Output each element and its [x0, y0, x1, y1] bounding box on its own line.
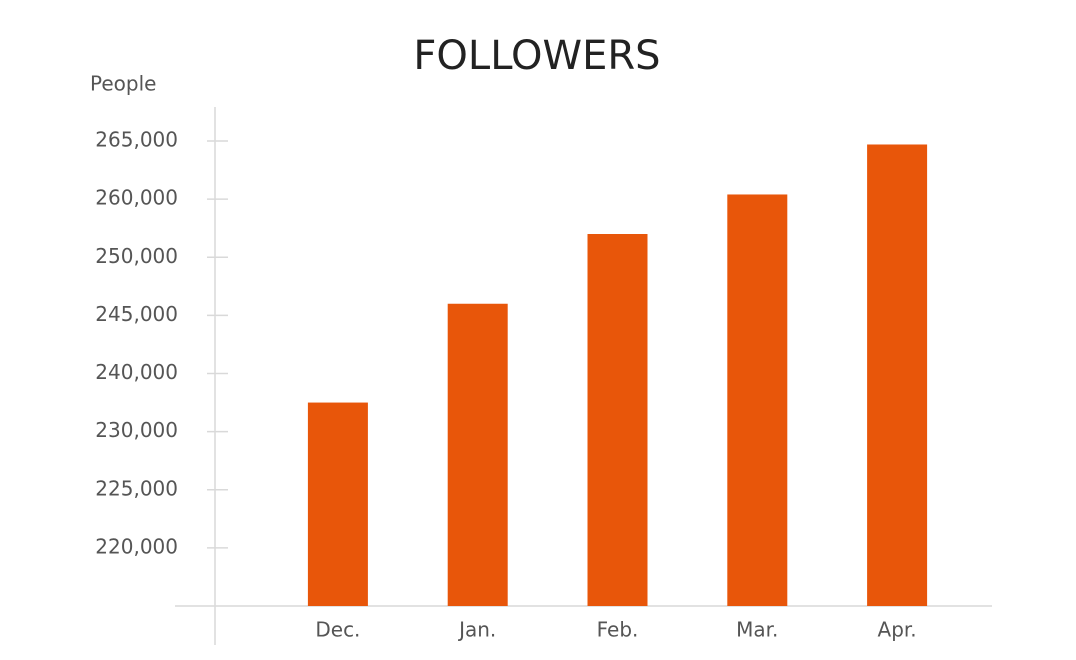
chart-title: FOLLOWERS — [413, 33, 660, 79]
bar — [307, 402, 368, 606]
x-tick-label: Dec. — [315, 618, 360, 642]
y-tick-label: 220,000 — [95, 534, 178, 558]
y-tick-label: 225,000 — [95, 476, 178, 500]
bar — [447, 303, 508, 606]
x-tick-label: Mar. — [736, 618, 778, 642]
x-tick-label: Jan. — [457, 618, 496, 642]
y-axis-label: People — [90, 72, 156, 96]
bar — [587, 234, 648, 606]
x-tick-label: Feb. — [597, 618, 639, 642]
y-tick-label: 245,000 — [95, 302, 178, 326]
bar — [727, 194, 788, 606]
y-tick-label: 230,000 — [95, 418, 178, 442]
y-tick-label: 265,000 — [95, 128, 178, 152]
y-tick-label: 250,000 — [95, 244, 178, 268]
x-tick-label: Apr. — [878, 618, 917, 642]
bar — [867, 144, 928, 607]
y-tick-label: 240,000 — [95, 360, 178, 384]
y-tick-label: 260,000 — [95, 186, 178, 210]
